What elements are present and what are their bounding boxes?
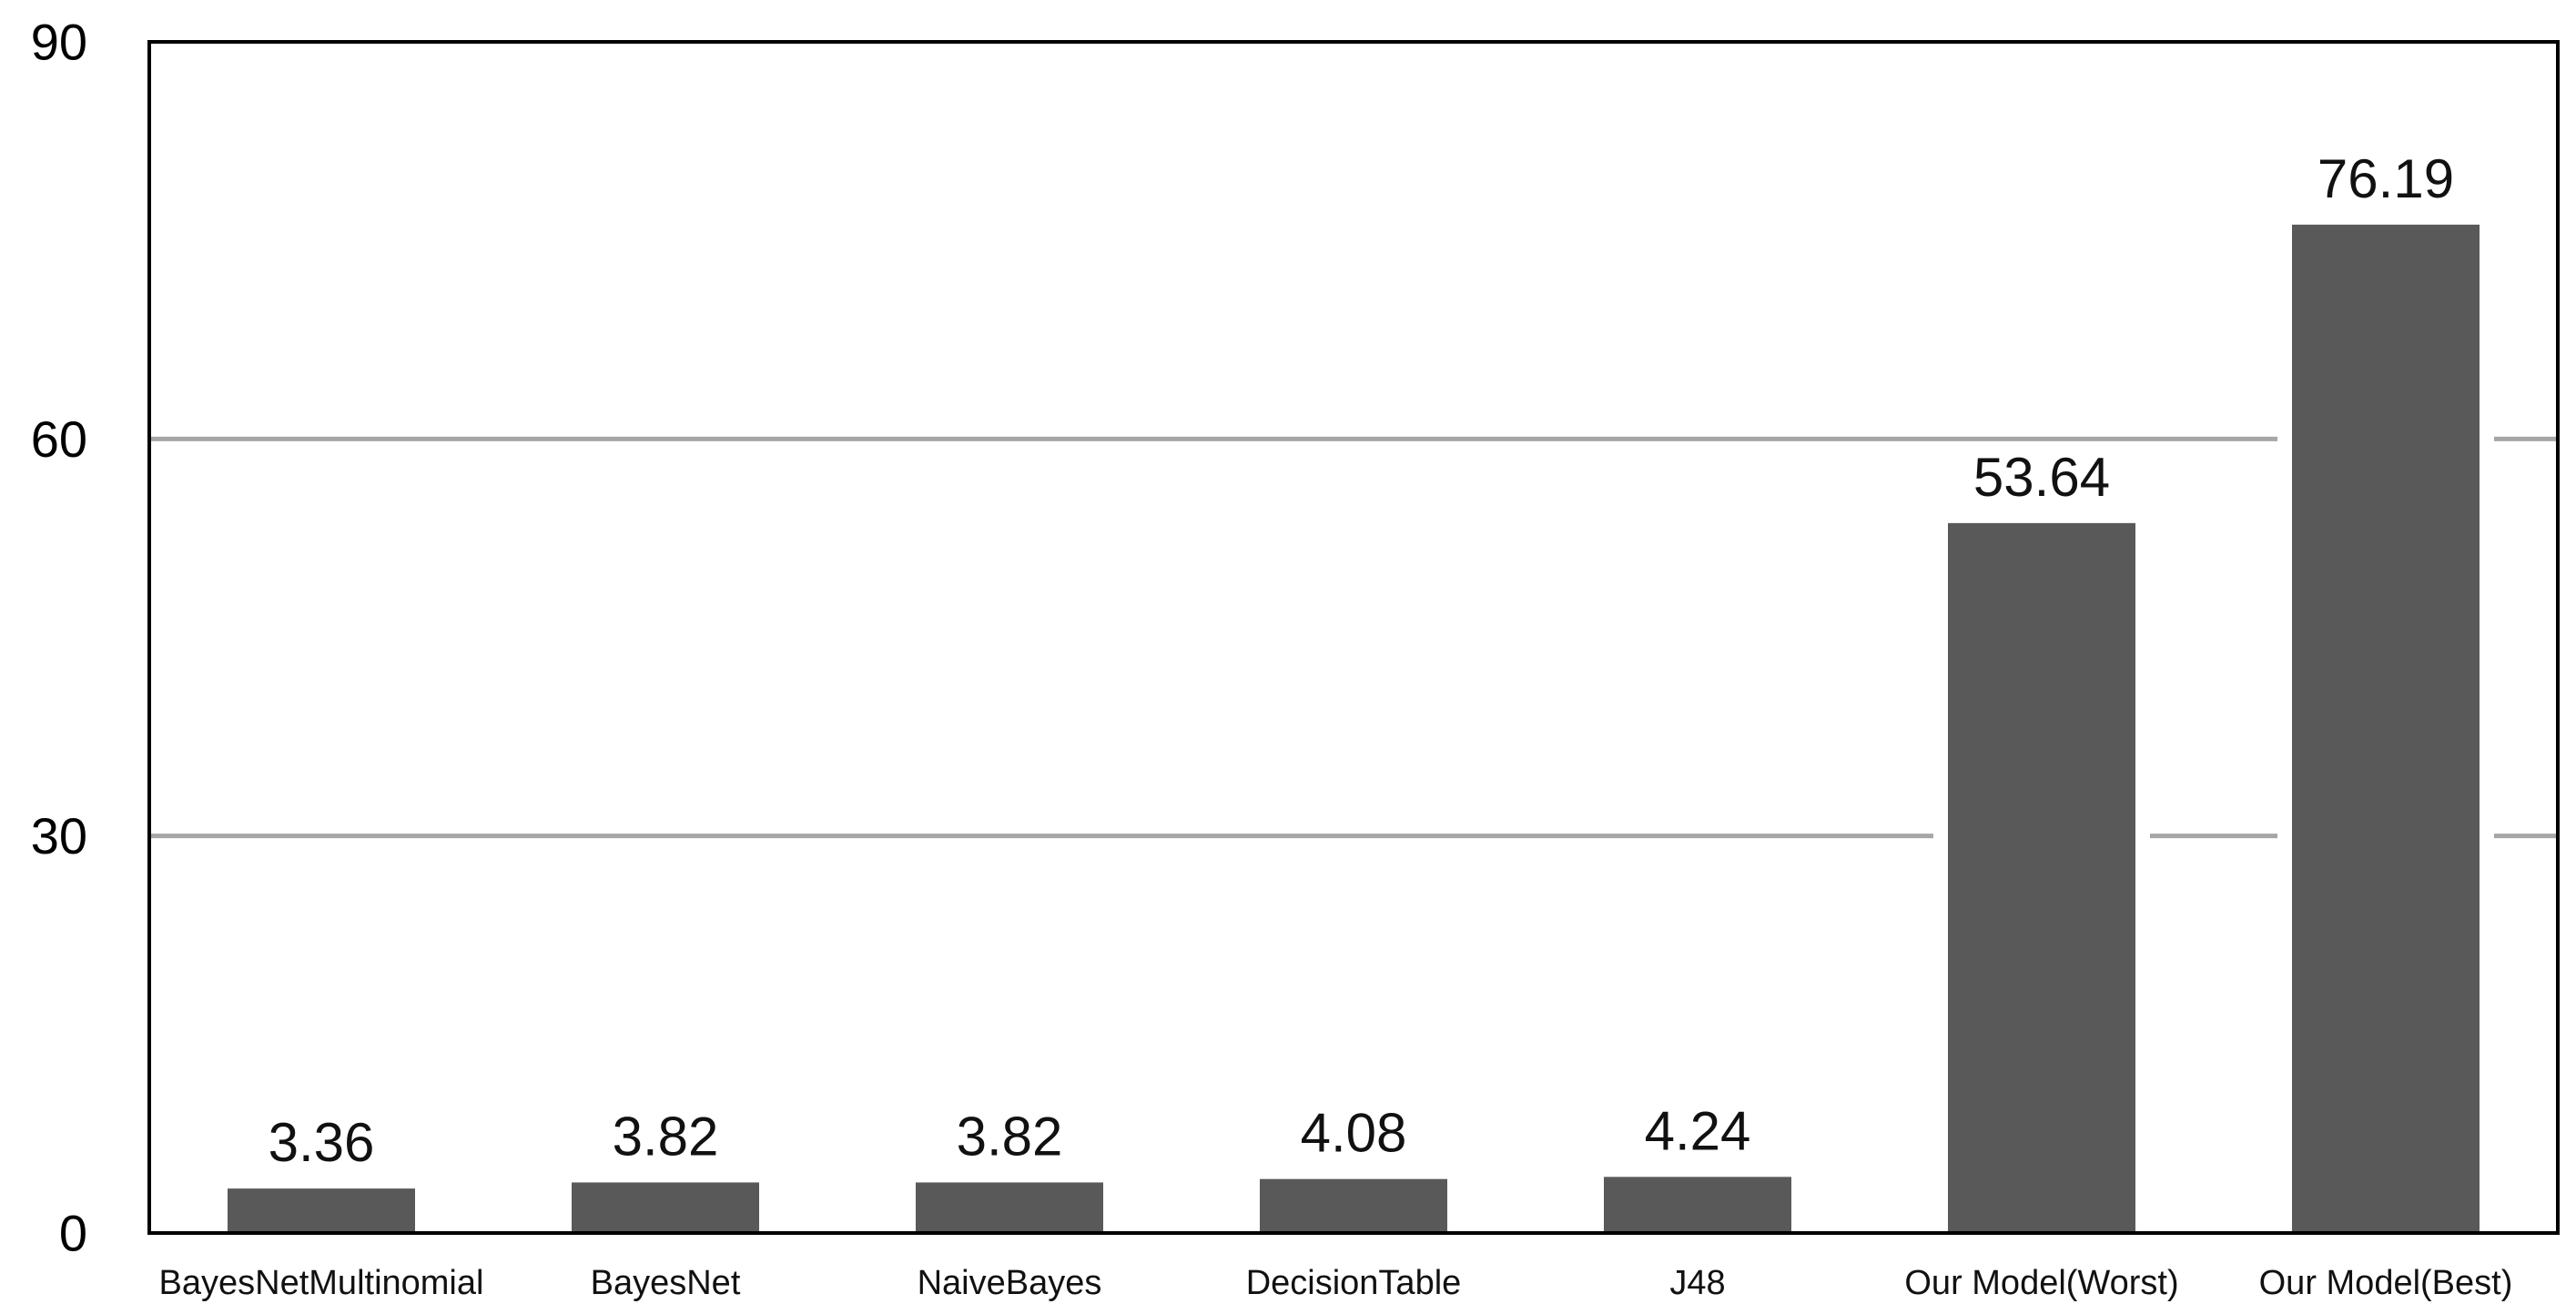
x-tick-label: BayesNet [591,1264,741,1302]
x-tick-label: DecisionTable [1246,1264,1462,1302]
data-label: 3.82 [613,1106,719,1167]
data-labels: 3.36 3.82 3.82 4.08 4.24 53.64 76.19 [269,148,2454,1173]
x-tick-label: BayesNetMultinomial [159,1264,484,1302]
x-tick-label: Our Model(Worst) [1904,1264,2178,1302]
gridlines [149,436,2558,839]
y-tick-label: 0 [59,1205,87,1262]
plot-frame [147,40,2560,1235]
bar [916,1182,1103,1233]
y-tick-label: 90 [31,14,87,71]
y-axis-ticks: 0 30 60 90 [31,14,87,1262]
y-tick-label: 30 [31,807,87,864]
bar [2292,224,2480,1234]
data-label: 4.08 [1301,1103,1407,1164]
x-tick-label: J48 [1669,1264,1725,1302]
bar [1948,522,2135,1233]
bar [1260,1178,1447,1233]
data-label: 4.24 [1645,1100,1751,1161]
bar [228,1188,415,1233]
bar [1604,1177,1791,1233]
x-axis-labels: BayesNetMultinomial BayesNet NaiveBayes Dec… [159,1264,2513,1302]
x-tick-label: NaiveBayes [918,1264,1102,1302]
data-label: 76.19 [2317,148,2454,209]
data-label: 3.82 [957,1106,1063,1167]
x-tick-label: Our Model(Best) [2259,1264,2513,1302]
data-label: 53.64 [1973,447,2110,508]
y-tick-label: 60 [31,410,87,468]
bars [213,224,2494,1234]
data-label: 3.36 [269,1112,375,1173]
bar [572,1182,759,1233]
